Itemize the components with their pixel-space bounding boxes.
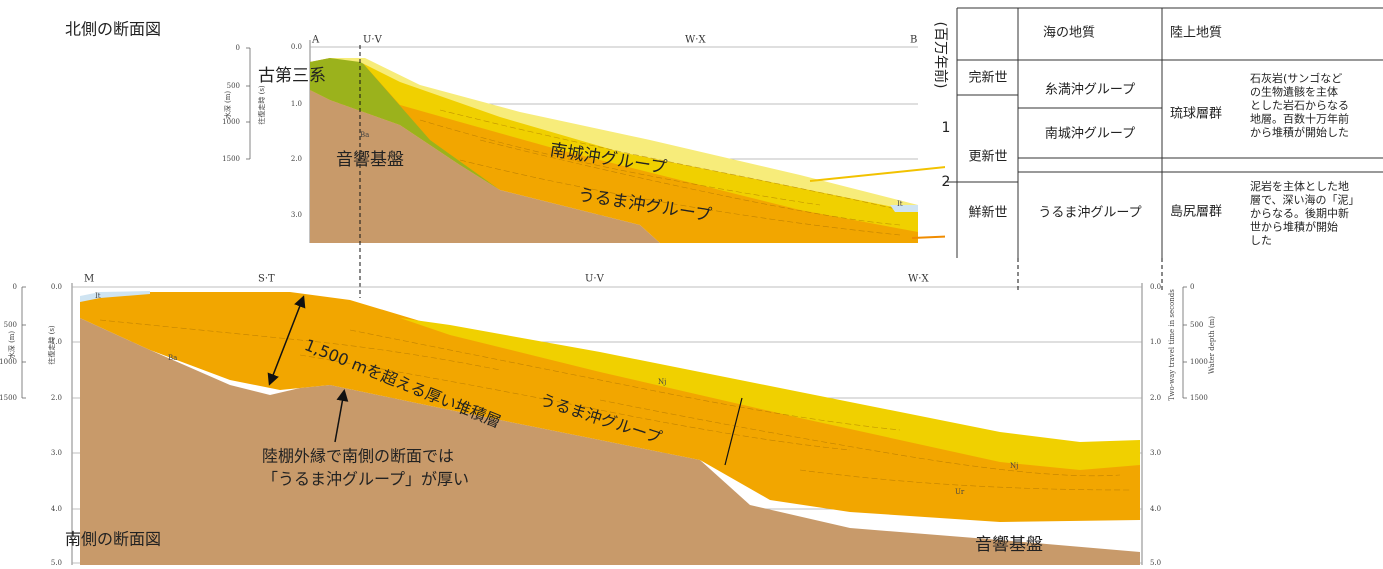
description-line: 泥岩を主体とした地 <box>1250 179 1349 193</box>
section-title: 南側の断面図 <box>65 530 161 549</box>
tick-label: 2.0 <box>51 394 62 402</box>
itoman-layer <box>330 58 918 212</box>
north-section: 北側の断面図 古第三系 音響基盤 南城沖グループ うるま沖グループ Ba It … <box>65 20 1056 298</box>
unit-code: Nj <box>1010 462 1018 470</box>
tick-label: 1000 <box>222 118 240 126</box>
unit-code: Ba <box>360 131 369 139</box>
land-unit: 島尻層群 <box>1170 205 1222 220</box>
column-header: 陸上地質 <box>1170 25 1222 41</box>
tick-label: 1500 <box>0 394 17 402</box>
tick-label: 0.0 <box>1150 283 1161 291</box>
section-title: 北側の断面図 <box>65 20 161 39</box>
land-unit: 琉球層群 <box>1170 107 1222 122</box>
description-line: からなる。後期中新 <box>1250 206 1349 220</box>
axis-title: 往復走時 (s) <box>257 85 266 125</box>
station-label: A <box>311 35 320 46</box>
tick-label: 4.0 <box>51 505 62 513</box>
tick-label: 0 <box>236 44 240 52</box>
tick-label: 0 <box>13 283 17 291</box>
uruma-layer <box>80 292 1140 522</box>
tick-label: 2.0 <box>291 155 302 163</box>
axis-title: 水深 (m) <box>7 331 16 360</box>
tick-label: 0.0 <box>51 283 62 291</box>
description-line: とした岩石からなる <box>1250 98 1349 112</box>
tick-label: 0.0 <box>291 43 302 51</box>
epoch: 更新世 <box>968 149 1007 165</box>
stratigraphy-table: (百万年前) 1 2 海の地質 陸上地質 完新世 更新世 鮮新世 糸満沖グループ… <box>932 0 1383 292</box>
description-line: した <box>1250 234 1272 247</box>
tick-label: 3.0 <box>1150 449 1161 457</box>
annotation: 「うるま沖グループ」が厚い <box>262 470 469 489</box>
unit-code: It <box>95 292 101 300</box>
axis-title: 往復走時 (s) <box>47 325 56 365</box>
age-tick: 1 <box>942 120 951 136</box>
tick-label: 1.0 <box>51 338 62 346</box>
south-section: 南側の断面図 1,500 mを超える厚い堆積層 うるま沖グループ 陸棚外縁で南側… <box>7 283 1216 565</box>
station-label: U·V <box>585 274 605 285</box>
water <box>890 205 918 212</box>
tick-label: 1000 <box>1190 358 1208 366</box>
description-line: 石灰岩(サンゴなど <box>1250 71 1342 85</box>
annotation: 陸棚外縁で南側の断面では <box>262 447 454 466</box>
unit-code: It <box>897 200 903 208</box>
tick-label: 3.0 <box>291 211 302 219</box>
marine-unit: 糸満沖グループ <box>1045 83 1135 98</box>
annotation-arrow <box>334 389 349 443</box>
tick-label: 500 <box>1190 321 1203 329</box>
unit-code: Ur <box>955 488 965 496</box>
description-line: 地層。百数十万年前 <box>1250 112 1349 126</box>
station-label: W·X <box>685 35 706 46</box>
station-label: W·X <box>908 274 929 285</box>
age-tick: 2 <box>942 174 951 190</box>
axis-title: (百万年前) <box>932 22 949 89</box>
station-label: B <box>910 35 917 46</box>
station-label: M <box>84 274 94 285</box>
basement <box>310 90 660 243</box>
tick-label: 5.0 <box>1150 559 1161 567</box>
axis-title: 水深 (m) <box>223 91 232 120</box>
tick-label: 3.0 <box>51 449 62 457</box>
thickness-arrow <box>267 295 306 386</box>
paleogene-layer <box>310 58 500 190</box>
tick-label: 0 <box>1190 283 1194 291</box>
description-line: から堆積が開始した <box>1250 125 1349 139</box>
basement <box>80 318 1140 565</box>
marine-unit: うるま沖グループ <box>1038 206 1141 221</box>
unit-label: 音響基盤 <box>975 535 1043 555</box>
column-header: 海の地質 <box>1043 26 1095 41</box>
unit-code: Nj <box>658 378 666 386</box>
marine-unit: 南城沖グループ <box>1045 126 1135 142</box>
unit-label: 音響基盤 <box>336 150 404 170</box>
tick-label: 4.0 <box>1150 505 1161 513</box>
tick-label: 500 <box>227 82 240 90</box>
description-line: の生物遺骸を主体 <box>1250 85 1338 99</box>
axis-title: Water depth (m) <box>1208 316 1216 374</box>
tick-label: 1.0 <box>291 100 302 108</box>
unit-code: Ba <box>168 354 177 362</box>
water <box>80 291 150 302</box>
tick-label: 1500 <box>1190 394 1208 402</box>
epoch: 完新世 <box>968 70 1007 86</box>
nanjo-layer <box>400 318 1140 470</box>
tick-label: 2.0 <box>1150 394 1161 402</box>
tick-label: 1.0 <box>1150 338 1161 346</box>
description-line: 世から堆積が開始 <box>1250 220 1338 234</box>
unit-label: 古第三系 <box>258 66 326 86</box>
tick-label: 5.0 <box>51 559 62 567</box>
nanjo-layer <box>360 60 918 232</box>
station-label: U·V <box>363 35 383 46</box>
description-line: 層で、深い海の「泥」 <box>1250 193 1360 207</box>
station-label: S·T <box>258 274 275 285</box>
axis-title: Two-way travel time in seconds <box>1168 289 1176 401</box>
reflector-lines <box>419 109 901 236</box>
epoch: 鮮新世 <box>968 205 1007 221</box>
tick-label: 1500 <box>222 155 240 163</box>
tick-label: 500 <box>4 321 17 329</box>
fault <box>724 397 743 466</box>
tick-label: 1000 <box>0 358 17 366</box>
